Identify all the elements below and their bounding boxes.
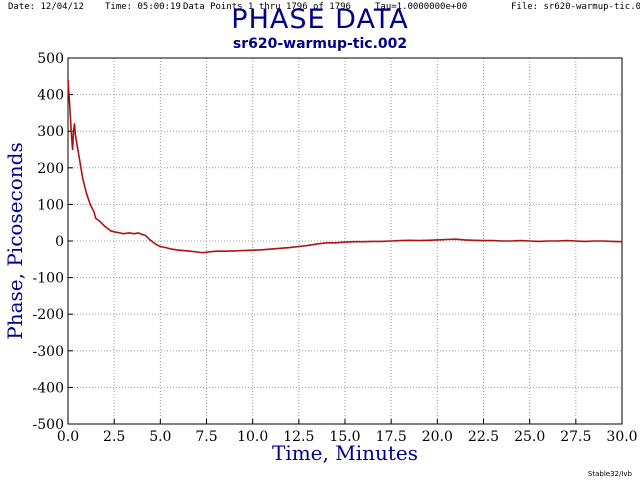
- x-tick-label: 0.0: [57, 429, 79, 445]
- header-time: Time: 05:00:19: [105, 2, 181, 12]
- y-axis-label: Phase, Picoseconds: [3, 142, 27, 339]
- y-tick-label: 100: [37, 197, 64, 213]
- x-tick-label: 12.5: [283, 429, 314, 445]
- x-tick-label: 10.0: [237, 429, 268, 445]
- y-tick-label: 500: [37, 51, 64, 67]
- y-tick-label: -500: [33, 417, 64, 433]
- x-tick-label: 7.5: [195, 429, 217, 445]
- chart-title: PHASE DATA: [231, 4, 409, 35]
- header-date: Date: 12/04/12: [8, 2, 84, 12]
- y-tick-label: -100: [33, 271, 64, 287]
- y-tick-label: 300: [37, 124, 64, 140]
- x-tick-label: 30.0: [606, 429, 637, 445]
- chart-subtitle: sr620-warmup-tic.002: [232, 36, 408, 52]
- x-tick-label: 22.5: [468, 429, 499, 445]
- x-tick-label: 5.0: [149, 429, 171, 445]
- x-axis-label: Time, Minutes: [272, 441, 418, 465]
- x-tick-label: 2.5: [103, 429, 125, 445]
- header-data-points: Data Points 1 thru 1796 of 1796: [183, 2, 351, 12]
- phase-series-line: [67, 79, 623, 254]
- x-tick-label: 17.5: [376, 429, 407, 445]
- y-tick-label: -300: [33, 344, 64, 360]
- x-tick-label: 27.5: [560, 429, 591, 445]
- x-tick-label: 20.0: [422, 429, 453, 445]
- x-tick-label: 15.0: [329, 429, 360, 445]
- y-tick-label: 0: [55, 234, 64, 250]
- y-tick-label: -400: [33, 380, 64, 396]
- y-tick-label: 200: [37, 161, 64, 177]
- header-tau: Tau=1.0000000e+00: [375, 2, 468, 12]
- footer-credit: Stable32/Ivb: [587, 470, 632, 478]
- y-tick-label: 400: [37, 88, 64, 104]
- y-tick-label: -200: [33, 307, 64, 323]
- x-tick-label: 25.0: [514, 429, 545, 445]
- header-file: File: sr620-warmup-tic.002: [511, 2, 640, 12]
